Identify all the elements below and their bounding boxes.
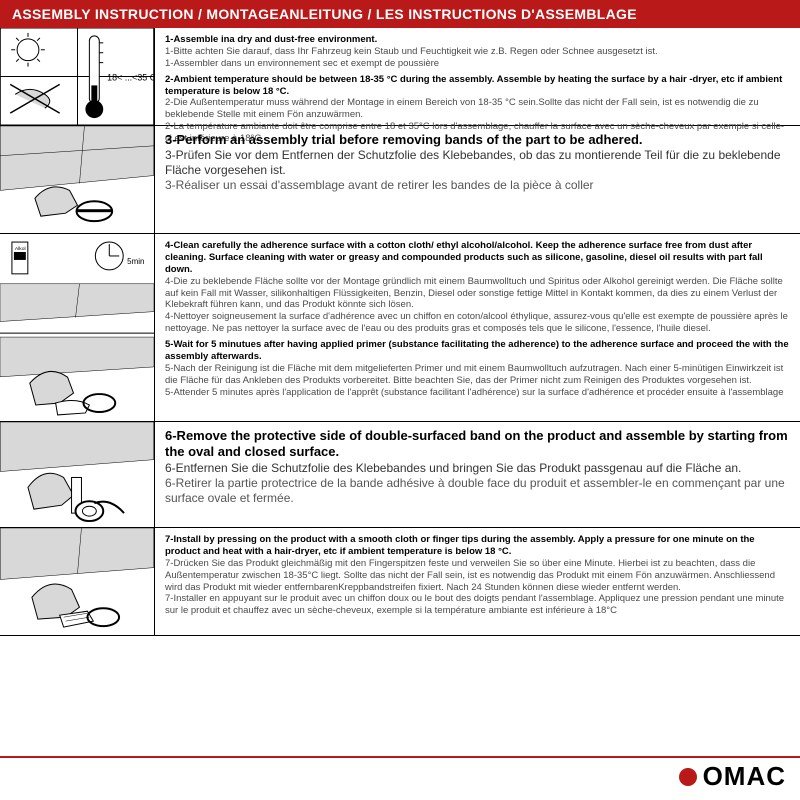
instruction-step: 3-Perform an assembly trial before remov…: [165, 132, 790, 193]
section-row: 3-Perform an assembly trial before remov…: [0, 126, 800, 234]
footer-logo: OMAC: [679, 761, 786, 792]
header-title: ASSEMBLY INSTRUCTION / MONTAGEANLEITUNG …: [12, 6, 637, 22]
svg-text:18< ...<35 C: 18< ...<35 C: [107, 72, 154, 82]
section-row: 6-Remove the protective side of double-s…: [0, 422, 800, 528]
step-en: 3-Perform an assembly trial before remov…: [165, 132, 790, 148]
step-en: 2-Ambient temperature should be between …: [165, 74, 790, 98]
step-fr: 5-Attender 5 minutes après l'application…: [165, 387, 790, 399]
step-fr: 6-Retirer la partie protectrice de la ba…: [165, 476, 790, 506]
illustration-remove-icon: [0, 422, 155, 527]
step-en: 5-Wait for 5 minutues after having appli…: [165, 339, 790, 363]
instruction-step: 4-Clean carefully the adherence surface …: [165, 240, 790, 335]
instruction-step: 7-Install by pressing on the product wit…: [165, 534, 790, 617]
sections-container: 18< ...<35 C 1-Assemble ina dry and dust…: [0, 28, 800, 636]
logo-text: OMAC: [703, 761, 786, 792]
step-fr: 4-Nettoyer soigneusement la surface d'ad…: [165, 311, 790, 335]
step-fr: 7-Installer en appuyant sur le produit a…: [165, 593, 790, 617]
instruction-step: 1-Assemble ina dry and dust-free environ…: [165, 34, 790, 70]
step-de: 4-Die zu beklebende Fläche sollte vor de…: [165, 276, 790, 312]
section-row: 7-Install by pressing on the product wit…: [0, 528, 800, 636]
section-content: 3-Perform an assembly trial before remov…: [155, 126, 800, 233]
step-de: 5-Nach der Reinigung ist die Fläche mit …: [165, 363, 790, 387]
instruction-step: 5-Wait for 5 minutues after having appli…: [165, 339, 790, 398]
illustration-trial-icon: [0, 126, 155, 233]
illustration-press-icon: [0, 528, 155, 635]
section-content: 6-Remove the protective side of double-s…: [155, 422, 800, 527]
section-content: 7-Install by pressing on the product wit…: [155, 528, 800, 635]
step-en: 6-Remove the protective side of double-s…: [165, 428, 790, 461]
section-row: Alkol 5min 4-Clean carefully the adheren…: [0, 234, 800, 422]
step-fr: 3-Réaliser un essai d'assemblage avant d…: [165, 178, 790, 193]
illustration-clean-icon: Alkol 5min: [0, 234, 155, 421]
section-row: 18< ...<35 C 1-Assemble ina dry and dust…: [0, 28, 800, 126]
step-en: 4-Clean carefully the adherence surface …: [165, 240, 790, 276]
step-de: 7-Drücken Sie das Produkt gleichmäßig mi…: [165, 558, 790, 594]
svg-text:Alkol: Alkol: [15, 246, 26, 252]
step-de: 3-Prüfen Sie vor dem Entfernen der Schut…: [165, 148, 790, 178]
step-en: 7-Install by pressing on the product wit…: [165, 534, 790, 558]
illustration-temp-icon: 18< ...<35 C: [0, 28, 155, 125]
footer-line: [0, 756, 800, 758]
step-de: 2-Die Außentemperatur muss während der M…: [165, 97, 790, 121]
step-en: 1-Assemble ina dry and dust-free environ…: [165, 34, 790, 46]
step-de: 1-Bitte achten Sie darauf, dass Ihr Fahr…: [165, 46, 790, 58]
logo-dot-icon: [679, 768, 697, 786]
svg-text:5min: 5min: [127, 257, 144, 266]
step-de: 6-Entfernen Sie die Schutzfolie des Kleb…: [165, 461, 790, 476]
instruction-step: 6-Remove the protective side of double-s…: [165, 428, 790, 506]
step-fr: 1-Assembler dans un environnement sec et…: [165, 58, 790, 70]
header: ASSEMBLY INSTRUCTION / MONTAGEANLEITUNG …: [0, 0, 800, 28]
section-content: 4-Clean carefully the adherence surface …: [155, 234, 800, 421]
section-content: 1-Assemble ina dry and dust-free environ…: [155, 28, 800, 125]
